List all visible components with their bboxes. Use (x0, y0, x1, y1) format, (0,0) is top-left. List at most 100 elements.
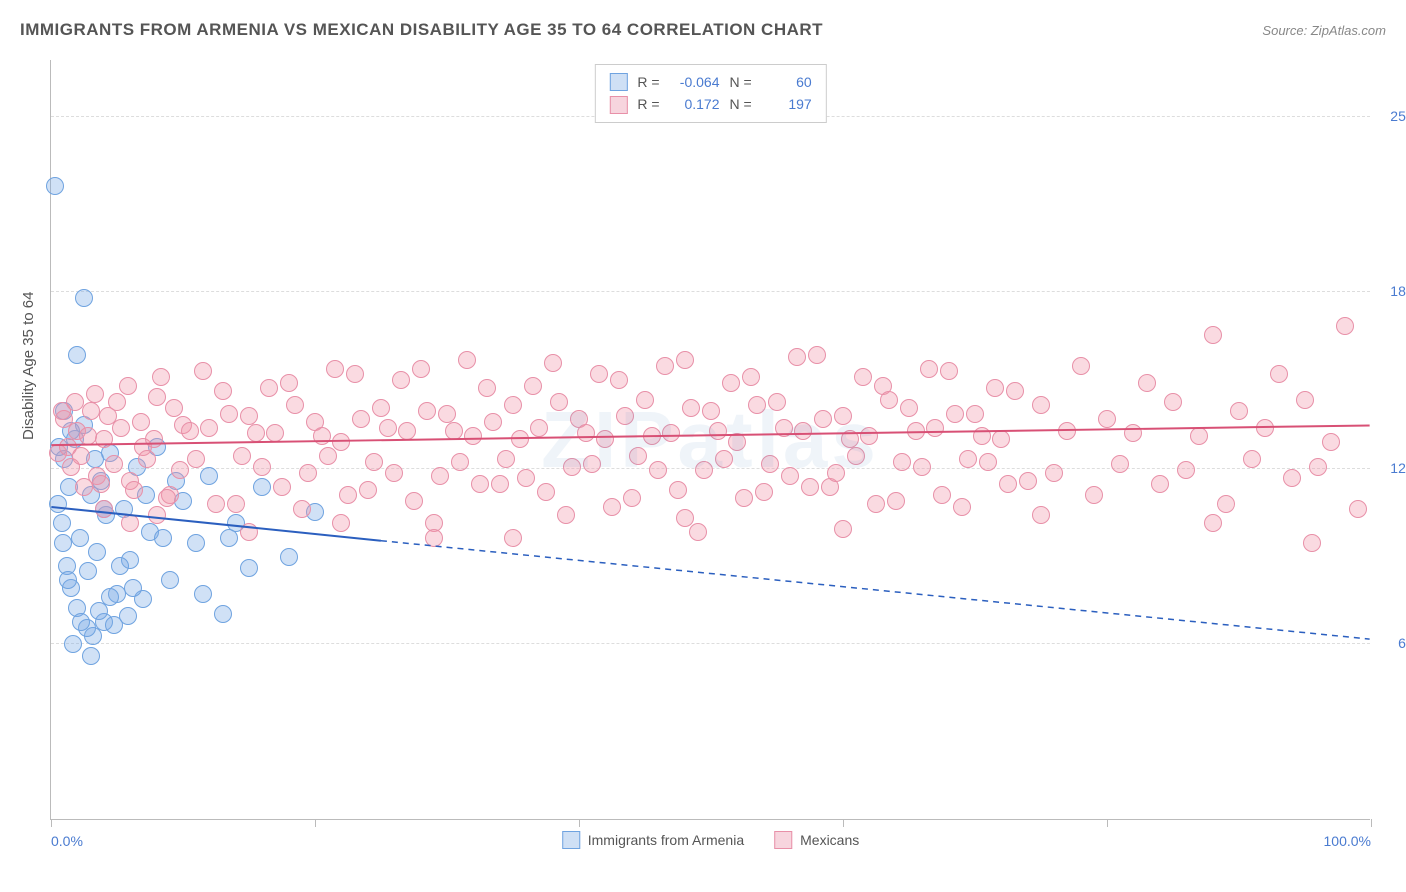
x-tick-label: 100.0% (1324, 833, 1371, 849)
title-bar: IMMIGRANTS FROM ARMENIA VS MEXICAN DISAB… (20, 20, 1386, 40)
scatter-point (794, 422, 812, 440)
scatter-point (808, 346, 826, 364)
scatter-point (676, 509, 694, 527)
scatter-point (887, 492, 905, 510)
scatter-point (966, 405, 984, 423)
scatter-point (583, 455, 601, 473)
scatter-point (92, 475, 110, 493)
scatter-point (834, 520, 852, 538)
scatter-point (1230, 402, 1248, 420)
scatter-point (145, 430, 163, 448)
series-legend: Immigrants from Armenia Mexicans (562, 831, 860, 849)
scatter-point (187, 450, 205, 468)
scatter-point (119, 377, 137, 395)
scatter-point (629, 447, 647, 465)
y-tick-label: 6.3% (1398, 635, 1406, 651)
scatter-point (431, 467, 449, 485)
scatter-point (280, 374, 298, 392)
scatter-point (860, 427, 878, 445)
scatter-point (1204, 514, 1222, 532)
scatter-point (286, 396, 304, 414)
x-tick (51, 819, 52, 827)
scatter-point (946, 405, 964, 423)
scatter-point (240, 407, 258, 425)
scatter-point (214, 605, 232, 623)
scatter-point (636, 391, 654, 409)
scatter-point (154, 529, 172, 547)
scatter-point (656, 357, 674, 375)
legend-item-armenia: Immigrants from Armenia (562, 831, 744, 849)
scatter-point (121, 514, 139, 532)
scatter-point (319, 447, 337, 465)
scatter-point (742, 368, 760, 386)
scatter-point (517, 469, 535, 487)
scatter-point (880, 391, 898, 409)
scatter-point (148, 388, 166, 406)
scatter-point (385, 464, 403, 482)
correlation-legend: R = -0.064 N = 60 R = 0.172 N = 197 (594, 64, 826, 123)
scatter-point (66, 393, 84, 411)
scatter-point (1111, 455, 1129, 473)
scatter-point (64, 635, 82, 653)
scatter-point (352, 410, 370, 428)
scatter-point (161, 571, 179, 589)
scatter-point (491, 475, 509, 493)
scatter-point (132, 413, 150, 431)
scatter-point (398, 422, 416, 440)
scatter-point (1349, 500, 1367, 518)
plot-area: ZIPatlas R = -0.064 N = 60 R = 0.172 N =… (50, 60, 1370, 820)
scatter-point (194, 585, 212, 603)
scatter-point (788, 348, 806, 366)
scatter-point (992, 430, 1010, 448)
scatter-point (138, 450, 156, 468)
scatter-point (240, 559, 258, 577)
scatter-point (1336, 317, 1354, 335)
scatter-point (346, 365, 364, 383)
scatter-point (82, 402, 100, 420)
scatter-point (214, 382, 232, 400)
scatter-point (1032, 396, 1050, 414)
scatter-point (735, 489, 753, 507)
scatter-point (1085, 486, 1103, 504)
scatter-point (814, 410, 832, 428)
scatter-point (478, 379, 496, 397)
scatter-point (834, 407, 852, 425)
scatter-point (332, 433, 350, 451)
scatter-point (676, 351, 694, 369)
gridline (51, 291, 1370, 292)
scatter-point (313, 427, 331, 445)
scatter-point (68, 346, 86, 364)
scatter-point (82, 647, 100, 665)
scatter-point (119, 607, 137, 625)
scatter-point (412, 360, 430, 378)
scatter-point (1309, 458, 1327, 476)
scatter-point (79, 562, 97, 580)
scatter-point (973, 427, 991, 445)
scatter-point (1151, 475, 1169, 493)
scatter-point (623, 489, 641, 507)
scatter-point (451, 453, 469, 471)
scatter-point (220, 529, 238, 547)
y-tick-label: 12.5% (1390, 460, 1406, 476)
scatter-point (359, 481, 377, 499)
scatter-point (71, 529, 89, 547)
x-tick-label: 0.0% (51, 833, 83, 849)
scatter-point (940, 362, 958, 380)
scatter-point (907, 422, 925, 440)
scatter-point (365, 453, 383, 471)
scatter-point (900, 399, 918, 417)
scatter-point (72, 447, 90, 465)
scatter-point (504, 529, 522, 547)
scatter-point (577, 424, 595, 442)
legend-item-mexicans: Mexicans (774, 831, 859, 849)
scatter-point (643, 427, 661, 445)
scatter-point (1072, 357, 1090, 375)
scatter-point (926, 419, 944, 437)
scatter-point (1243, 450, 1261, 468)
scatter-point (511, 430, 529, 448)
source-label: Source: ZipAtlas.com (1262, 23, 1386, 38)
scatter-point (1256, 419, 1274, 437)
scatter-point (379, 419, 397, 437)
scatter-point (471, 475, 489, 493)
scatter-point (695, 461, 713, 479)
